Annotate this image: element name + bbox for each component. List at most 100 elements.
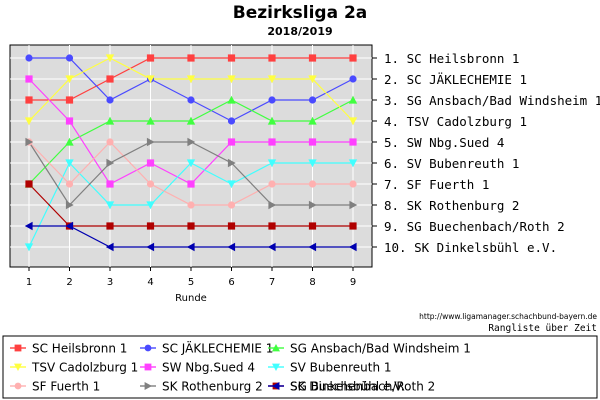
data-point: [65, 75, 74, 84]
data-point: [227, 54, 236, 62]
legend-label: SC JÄKLECHEMIE 1: [162, 341, 273, 356]
legend-label: SK Dinkelsbühl e.V.: [290, 380, 405, 394]
data-point: [146, 54, 155, 62]
data-point: [349, 222, 357, 230]
x-tick-label: 7: [269, 277, 275, 288]
data-point: [25, 96, 33, 104]
data-point: [24, 221, 33, 231]
data-point: [146, 201, 155, 210]
legend-label: SG Ansbach/Bad Windsheim 1: [290, 342, 471, 356]
data-point: [106, 158, 115, 168]
data-point: [106, 75, 114, 83]
data-point: [106, 138, 114, 146]
data-point: [187, 54, 195, 62]
data-point: [267, 116, 277, 125]
data-point: [105, 201, 115, 210]
x-tick-label: 1: [26, 277, 32, 288]
standing-label: 1. SC Heilsbronn 1: [384, 51, 519, 66]
x-axis-label: Runde: [175, 293, 207, 304]
data-point: [227, 75, 236, 84]
data-point: [65, 221, 74, 231]
data-point: [65, 159, 74, 168]
data-point: [146, 180, 155, 188]
data-point: [308, 242, 317, 252]
data-point: [308, 222, 317, 230]
legend-label: SW Nbg.Sued 4: [162, 361, 255, 375]
data-point: [146, 75, 155, 84]
data-point: [65, 180, 74, 188]
data-point: [187, 96, 195, 104]
standing-label: 4. TSV Cadolzburg 1: [384, 114, 527, 129]
data-point: [268, 54, 276, 62]
data-point: [186, 116, 196, 125]
data-point: [106, 180, 114, 188]
data-point: [186, 242, 195, 252]
legend-box: [2, 335, 598, 399]
data-point: [187, 222, 195, 230]
legend-label: SF Fuerth 1: [32, 380, 100, 394]
legend-label: SK Rothenburg 2: [162, 380, 263, 394]
data-point: [349, 75, 357, 83]
series-markers: [24, 54, 358, 252]
legend-marker: [144, 344, 152, 352]
standings-labels: 1. SC Heilsbronn 1 2. SC JÄKLECHEMIE 1 3. …: [384, 51, 600, 255]
data-point: [308, 159, 317, 168]
data-point: [65, 200, 74, 210]
legend-label: SG Buechenbach/Roth 2: [290, 380, 435, 394]
data-point: [308, 200, 317, 210]
data-point: [227, 222, 236, 230]
data-point: [227, 95, 236, 104]
legend-marker: [272, 363, 280, 371]
data-point: [25, 75, 33, 83]
data-point: [348, 159, 358, 168]
data-point: [25, 180, 33, 188]
x-tick-label: 4: [147, 277, 153, 288]
data-point: [25, 137, 34, 147]
data-point: [187, 137, 196, 147]
data-point: [186, 159, 196, 168]
data-point: [267, 159, 277, 168]
data-point: [186, 75, 196, 84]
data-point: [268, 200, 277, 210]
data-point: [348, 242, 357, 252]
data-point: [308, 116, 317, 125]
data-point: [268, 222, 276, 230]
data-point: [65, 96, 74, 104]
legend-marker: [144, 363, 152, 371]
data-point: [308, 180, 317, 188]
legend-label: TSV Cadolzburg 1: [31, 361, 138, 375]
legend-marker: [272, 382, 280, 390]
standing-label: 10. SK Dinkelsbühl e.V.: [384, 240, 557, 255]
data-point: [348, 95, 358, 104]
standing-label: 6. SV Bubenreuth 1: [384, 156, 519, 171]
chart-caption: Rangliste über Zeit: [488, 323, 597, 334]
data-point: [146, 242, 155, 252]
data-point: [146, 137, 155, 147]
data-point: [24, 117, 34, 126]
data-point: [105, 116, 115, 125]
data-point: [227, 201, 236, 209]
data-point: [349, 54, 357, 62]
data-point: [146, 222, 155, 230]
legend-marker: [144, 382, 152, 390]
legend: SC Heilsbronn 1 SC JÄKLECHEMIE 1 SG Ansbac…: [10, 341, 471, 394]
x-tick-label: 2: [66, 277, 72, 288]
data-point: [106, 96, 114, 104]
source-url: http://www.ligamanager.schachbund-bayern…: [419, 312, 597, 321]
data-point: [65, 137, 74, 146]
standing-label: 2. SC JÄKLECHEMIE 1: [384, 72, 527, 87]
data-point: [227, 158, 236, 168]
data-point: [349, 138, 357, 146]
data-point: [349, 180, 357, 188]
legend-label: SC Heilsbronn 1: [32, 342, 127, 356]
y-axis-right: [372, 57, 377, 248]
standing-label: 8. SK Rothenburg 2: [384, 198, 519, 213]
standing-label: 3. SG Ansbach/Bad Windsheim 1: [384, 93, 600, 108]
x-axis: 1 2 3 4 5 6 7 8 9: [26, 267, 356, 288]
data-point: [24, 243, 34, 252]
x-tick-label: 5: [188, 277, 194, 288]
x-tick-label: 8: [309, 277, 315, 288]
data-point: [268, 138, 276, 146]
data-point: [349, 200, 358, 210]
